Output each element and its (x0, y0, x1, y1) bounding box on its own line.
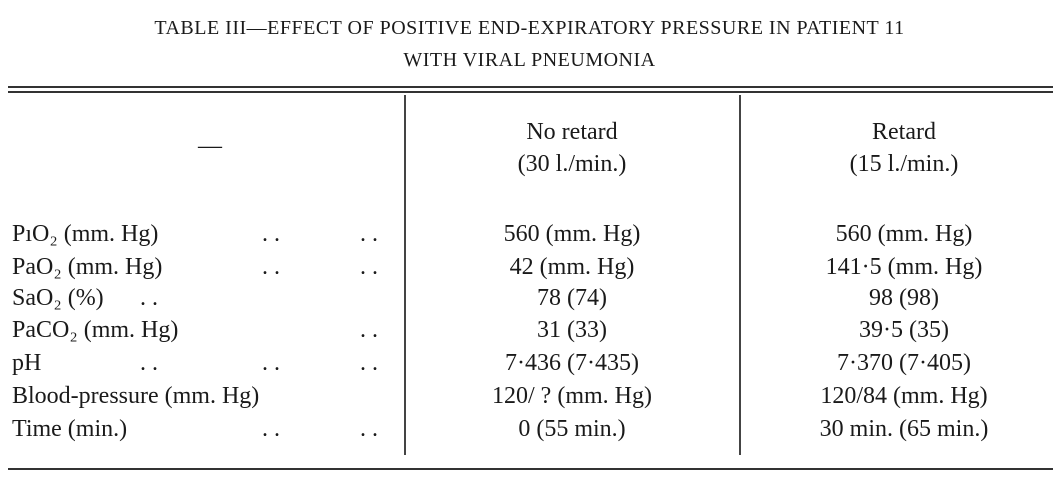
column-rule (739, 95, 741, 455)
leader-dots: . . (262, 221, 280, 247)
leader-dots: . . (360, 416, 378, 442)
row-label: pH (12, 350, 42, 376)
leader-dots: . . (360, 317, 378, 343)
table-cell: 31 (33) (537, 317, 607, 343)
table-cell: 560 (mm. Hg) (503, 221, 641, 247)
leader-dots: . . (262, 350, 280, 376)
table-cell: 7·370 (7·405) (837, 350, 971, 376)
table-cell: 98 (98) (869, 285, 939, 311)
column-rule (404, 95, 406, 455)
leader-dots: . . (140, 350, 158, 376)
header-cell: No retard (526, 119, 618, 145)
rule (8, 91, 1053, 93)
header-cell: — (198, 133, 222, 159)
row-label: Time (min.) (12, 416, 128, 442)
leader-dots: . . (262, 254, 280, 280)
row-label: PaO₂ (mm. Hg) (12, 254, 163, 280)
table-cell: 7·436 (7·435) (505, 350, 639, 376)
table-cell: 120/ ? (mm. Hg) (492, 383, 652, 409)
rule (8, 468, 1053, 470)
header-cell: (15 l./min.) (849, 151, 959, 177)
table-cell: 141·5 (mm. Hg) (825, 254, 983, 280)
table-cell: 42 (mm. Hg) (509, 254, 635, 280)
title-line: WITH VIRAL PNEUMONIA (403, 49, 656, 71)
leader-dots: . . (262, 416, 280, 442)
table-cell: 30 min. (65 min.) (819, 416, 989, 442)
header-cell: (30 l./min.) (517, 151, 627, 177)
leader-dots: . . (360, 350, 378, 376)
table-cell: 560 (mm. Hg) (835, 221, 973, 247)
leader-dots: . . (140, 285, 158, 311)
header-cell: Retard (872, 119, 936, 145)
table-cell: 39·5 (35) (859, 317, 949, 343)
leader-dots: . . (360, 254, 378, 280)
row-label: Blood-pressure (mm. Hg) (12, 383, 260, 409)
rule (8, 86, 1053, 88)
leader-dots: . . (360, 221, 378, 247)
row-label: SaO₂ (%) (12, 285, 104, 311)
table-cell: 120/84 (mm. Hg) (820, 383, 988, 409)
row-label: PaCO₂ (mm. Hg) (12, 317, 179, 343)
title-line: TABLE III—EFFECT OF POSITIVE END-EXPIRAT… (154, 17, 905, 39)
row-label: PıO₂ (mm. Hg) (12, 221, 159, 247)
table-cell: 78 (74) (537, 285, 607, 311)
table-cell: 0 (55 min.) (518, 416, 626, 442)
